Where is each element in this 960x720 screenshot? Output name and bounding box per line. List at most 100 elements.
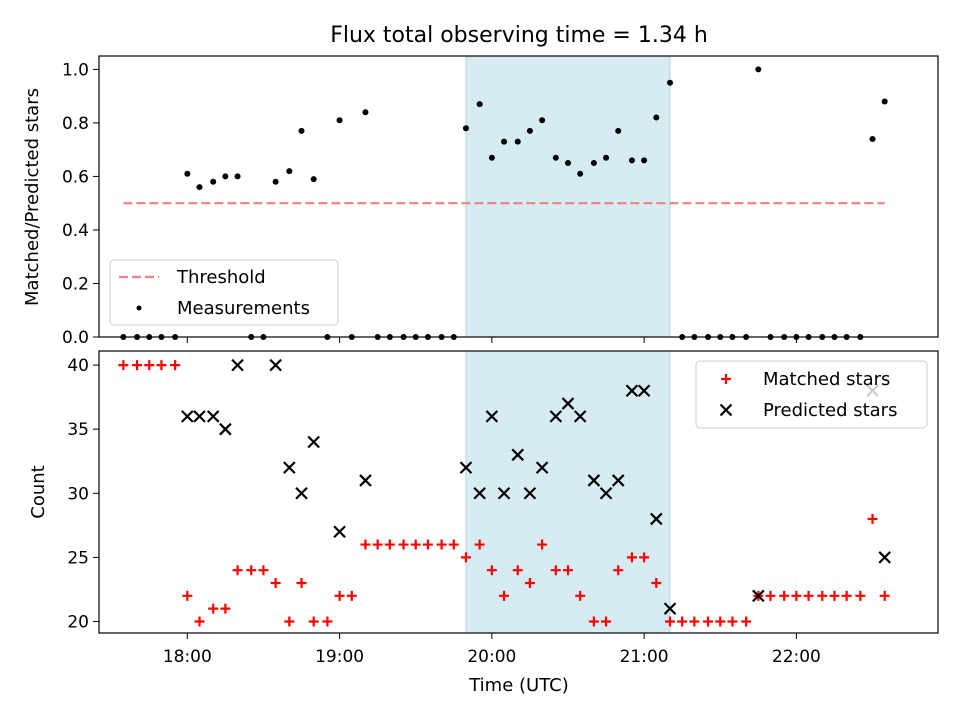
measurement-point xyxy=(641,157,647,163)
bottom-panel-y-axis-label: Count xyxy=(28,465,49,518)
measurement-point xyxy=(591,160,597,166)
predicted-star-point xyxy=(284,462,295,473)
matched-star-point xyxy=(170,360,180,370)
matched-star-point xyxy=(727,616,737,626)
predicted-star-point xyxy=(182,411,193,422)
measurement-point xyxy=(362,109,368,115)
measurement-point xyxy=(603,155,609,161)
matched-star-point xyxy=(842,591,852,601)
x-tick-label: 21:00 xyxy=(620,647,669,667)
matched-star-point xyxy=(437,540,447,550)
measurement-point xyxy=(196,184,202,190)
y-tick-label: 35 xyxy=(67,420,89,440)
matched-star-point xyxy=(703,616,713,626)
measurement-point xyxy=(755,66,761,72)
predicted-star-point xyxy=(220,424,231,435)
legend-label-predicted: Predicted stars xyxy=(763,400,897,421)
matched-star-point xyxy=(347,591,357,601)
legend-label-measurements: Measurements xyxy=(177,298,310,319)
measurement-point xyxy=(235,173,241,179)
bottom-panel: 20 25 30 35 40 18:00 19:00 20:00 21:00 22:00 Match… xyxy=(67,351,938,667)
predicted-star-point xyxy=(194,411,205,422)
matched-star-point xyxy=(741,616,751,626)
y-tick-label: 1.0 xyxy=(62,60,89,80)
matched-star-point xyxy=(309,616,319,626)
predicted-star-point xyxy=(208,411,219,422)
predicted-star-point xyxy=(308,437,319,448)
matched-star-point xyxy=(373,540,383,550)
measurement-point xyxy=(489,155,495,161)
top-panel-y-axis-label: Matched/Predicted stars xyxy=(22,88,43,306)
matched-star-point xyxy=(156,360,166,370)
predicted-star-point xyxy=(360,475,371,486)
y-tick-label: 30 xyxy=(67,484,89,504)
matched-star-point xyxy=(284,616,294,626)
x-axis-label: Time (UTC) xyxy=(468,675,569,696)
matched-star-point xyxy=(297,578,307,588)
measurement-point xyxy=(477,101,483,107)
matched-star-point xyxy=(246,565,256,575)
measurement-point xyxy=(299,128,305,134)
matched-star-point xyxy=(677,616,687,626)
measurement-point xyxy=(577,171,583,177)
measurement-point xyxy=(629,157,635,163)
y-tick-label: 25 xyxy=(67,548,89,568)
measurement-point xyxy=(653,115,659,121)
measurement-point xyxy=(463,125,469,131)
matched-star-point xyxy=(829,591,839,601)
y-tick-label: 40 xyxy=(67,356,89,376)
y-tick-label: 0.4 xyxy=(62,221,89,241)
y-tick-label: 20 xyxy=(67,612,89,632)
matched-star-point xyxy=(360,540,370,550)
measurement-point xyxy=(565,160,571,166)
matched-star-point xyxy=(271,578,281,588)
measurement-point xyxy=(337,117,343,123)
predicted-star-point xyxy=(879,552,890,563)
measurement-point xyxy=(515,139,521,145)
legend-label-matched: Matched stars xyxy=(763,369,890,390)
matched-star-point xyxy=(868,514,878,524)
matched-star-point xyxy=(817,591,827,601)
matched-star-point xyxy=(689,616,699,626)
measurement-point xyxy=(553,155,559,161)
matched-star-point xyxy=(258,565,268,575)
measurement-point xyxy=(286,168,292,174)
matched-star-point xyxy=(385,540,395,550)
measurement-point xyxy=(273,179,279,185)
measurement-point xyxy=(184,171,190,177)
x-tick-label: 18:00 xyxy=(163,647,212,667)
matched-star-point xyxy=(144,360,154,370)
matched-star-point xyxy=(779,591,789,601)
matched-star-point xyxy=(194,616,204,626)
legend-label-threshold: Threshold xyxy=(176,267,266,288)
matched-star-point xyxy=(335,591,345,601)
measurement-point xyxy=(222,173,228,179)
measurement-point xyxy=(311,176,317,182)
matched-star-point xyxy=(411,540,421,550)
matched-star-point xyxy=(804,591,814,601)
matched-star-point xyxy=(208,604,218,614)
measurement-point xyxy=(882,98,888,104)
matched-star-point xyxy=(132,360,142,370)
x-tick-label: 20:00 xyxy=(467,647,516,667)
y-tick-label: 0.8 xyxy=(62,114,89,134)
measurement-point xyxy=(667,80,673,86)
x-tick-label: 22:00 xyxy=(772,647,821,667)
matched-star-point xyxy=(118,360,128,370)
matched-star-point xyxy=(233,565,243,575)
chart-title: Flux total observing time = 1.34 h xyxy=(330,23,708,48)
legend-measurement-swatch xyxy=(137,306,142,311)
figure: Flux total observing time = 1.34 h Time … xyxy=(0,0,960,720)
matched-star-point xyxy=(220,604,230,614)
y-tick-label: 0.0 xyxy=(62,328,89,348)
matched-star-point xyxy=(880,591,890,601)
top-panel: 0.0 0.2 0.4 0.6 0.8 1.0 Threshold Measurements xyxy=(62,56,938,348)
matched-star-point xyxy=(715,616,725,626)
measurement-point xyxy=(501,139,507,145)
matched-star-point xyxy=(322,616,332,626)
predicted-star-point xyxy=(334,526,345,537)
predicted-star-point xyxy=(232,360,243,371)
matched-star-point xyxy=(182,591,192,601)
matched-star-point xyxy=(855,591,865,601)
measurement-point xyxy=(210,179,216,185)
